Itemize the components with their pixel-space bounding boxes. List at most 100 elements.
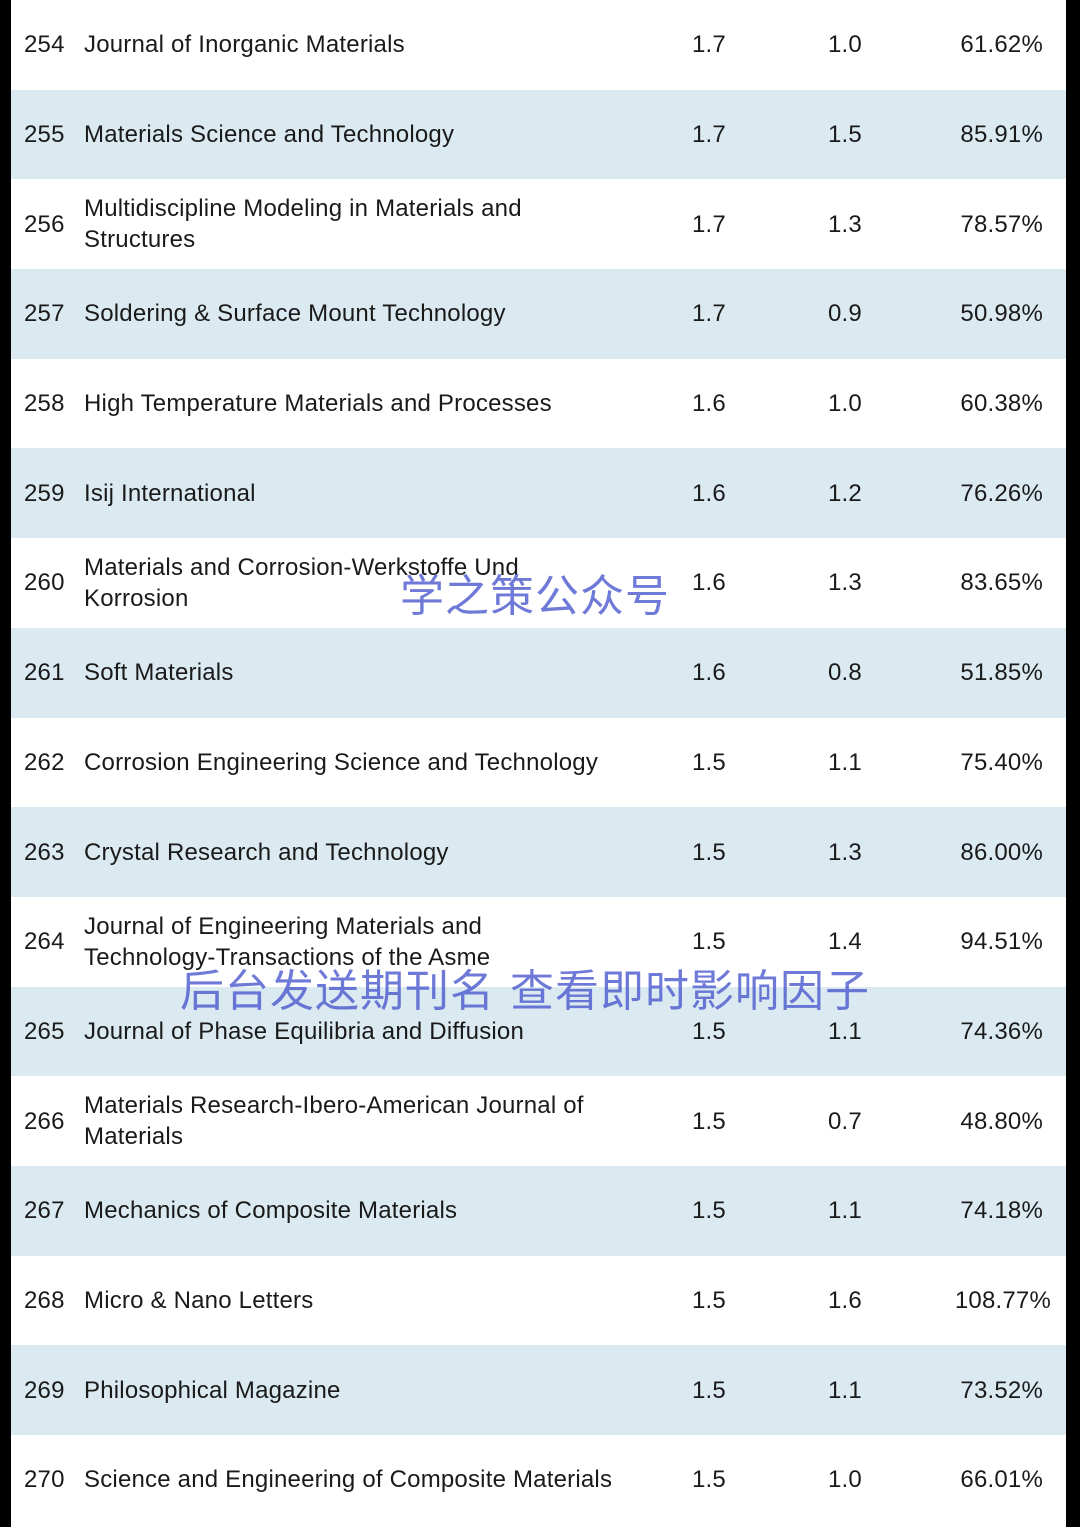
impact-factor-cell: 1.7 bbox=[692, 121, 726, 149]
percent-cell: 51.85% bbox=[960, 659, 1043, 687]
table-row: 267 Mechanics of Composite Materials 1.5… bbox=[11, 1165, 1066, 1256]
rank-cell: 266 bbox=[24, 1107, 65, 1135]
journal-name-cell: Isij International bbox=[84, 479, 256, 507]
second-value-cell: 1.0 bbox=[828, 1466, 862, 1494]
journal-table: 254 Journal of Inorganic Materials 1.7 1… bbox=[11, 0, 1066, 1525]
journal-name-cell: Materials Research-Ibero-American Journa… bbox=[84, 1092, 584, 1151]
impact-factor-cell: 1.5 bbox=[692, 1376, 726, 1404]
percent-cell: 85.91% bbox=[960, 121, 1043, 149]
percent-cell: 78.57% bbox=[960, 210, 1043, 238]
percent-cell: 61.62% bbox=[960, 31, 1043, 59]
second-value-cell: 0.8 bbox=[828, 659, 862, 687]
journal-name-cell: Mechanics of Composite Materials bbox=[84, 1197, 458, 1225]
table-row: 268 Micro & Nano Letters 1.5 1.6 108.77% bbox=[11, 1256, 1066, 1346]
rank-cell: 257 bbox=[24, 300, 65, 328]
rank-cell: 269 bbox=[24, 1376, 65, 1404]
percent-cell: 73.52% bbox=[960, 1376, 1043, 1404]
rank-cell: 265 bbox=[24, 1017, 65, 1045]
rank-cell: 254 bbox=[24, 31, 65, 59]
rank-cell: 255 bbox=[24, 121, 65, 149]
percent-cell: 86.00% bbox=[960, 838, 1043, 866]
table-row: 269 Philosophical Magazine 1.5 1.1 73.52… bbox=[11, 1345, 1066, 1435]
second-value-cell: 1.3 bbox=[828, 210, 862, 238]
journal-name-cell: Materials Science and Technology bbox=[84, 121, 455, 149]
journal-name-cell: High Temperature Materials and Processes bbox=[84, 390, 552, 418]
impact-factor-cell: 1.7 bbox=[692, 31, 726, 59]
second-value-cell: 1.5 bbox=[828, 121, 862, 149]
journal-name-cell: Journal of Phase Equilibria and Diffusio… bbox=[84, 1017, 525, 1045]
rank-cell: 268 bbox=[24, 1286, 65, 1314]
journal-name-cell: Philosophical Magazine bbox=[84, 1376, 341, 1404]
table-row: 256 Multidiscipline Modeling in Material… bbox=[11, 179, 1066, 269]
impact-factor-cell: 1.5 bbox=[692, 1286, 726, 1314]
journal-name-cell: Corrosion Engineering Science and Techno… bbox=[84, 748, 599, 776]
impact-factor-cell: 1.5 bbox=[692, 1107, 726, 1135]
impact-factor-cell: 1.6 bbox=[692, 569, 726, 597]
table-row: 265 Journal of Phase Equilibria and Diff… bbox=[11, 986, 1066, 1077]
table-row: 263 Crystal Research and Technology 1.5 … bbox=[11, 807, 1066, 897]
rank-cell: 262 bbox=[24, 748, 65, 776]
percent-cell: 66.01% bbox=[960, 1466, 1043, 1494]
percent-cell: 76.26% bbox=[960, 479, 1043, 507]
table-row: 264 Journal of Engineering Materials and… bbox=[11, 897, 1066, 987]
impact-factor-cell: 1.7 bbox=[692, 210, 726, 238]
impact-factor-cell: 1.6 bbox=[692, 659, 726, 687]
second-value-cell: 1.3 bbox=[828, 569, 862, 597]
journal-name-cell: Science and Engineering of Composite Mat… bbox=[84, 1466, 613, 1494]
second-value-cell: 1.2 bbox=[828, 479, 862, 507]
table-row: 266 Materials Research-Ibero-American Jo… bbox=[11, 1076, 1066, 1166]
rank-cell: 264 bbox=[24, 928, 65, 956]
table-row: 261 Soft Materials 1.6 0.8 51.85% bbox=[11, 627, 1066, 718]
impact-factor-cell: 1.6 bbox=[692, 479, 726, 507]
percent-cell: 48.80% bbox=[960, 1107, 1043, 1135]
rank-cell: 270 bbox=[24, 1466, 65, 1494]
journal-name-cell: Journal of Inorganic Materials bbox=[84, 31, 405, 59]
second-value-cell: 0.9 bbox=[828, 300, 862, 328]
percent-cell: 50.98% bbox=[960, 300, 1043, 328]
rank-cell: 259 bbox=[24, 479, 65, 507]
table-row: 255 Materials Science and Technology 1.7… bbox=[11, 89, 1066, 180]
percent-cell: 108.77% bbox=[954, 1286, 1051, 1314]
percent-cell: 75.40% bbox=[960, 748, 1043, 776]
percent-cell: 94.51% bbox=[960, 928, 1043, 956]
second-value-cell: 1.0 bbox=[828, 390, 862, 418]
second-value-cell: 1.4 bbox=[828, 928, 862, 956]
table-row: 270 Science and Engineering of Composite… bbox=[11, 1435, 1066, 1525]
rank-cell: 260 bbox=[24, 569, 65, 597]
rank-cell: 267 bbox=[24, 1197, 65, 1225]
second-value-cell: 1.1 bbox=[828, 1376, 862, 1404]
percent-cell: 74.18% bbox=[960, 1197, 1043, 1225]
table-row: 254 Journal of Inorganic Materials 1.7 1… bbox=[11, 0, 1066, 90]
impact-factor-cell: 1.5 bbox=[692, 928, 726, 956]
impact-factor-cell: 1.5 bbox=[692, 1017, 726, 1045]
impact-factor-cell: 1.7 bbox=[692, 300, 726, 328]
percent-cell: 60.38% bbox=[960, 390, 1043, 418]
table-row: 262 Corrosion Engineering Science and Te… bbox=[11, 718, 1066, 808]
page-border-left bbox=[0, 0, 11, 1527]
rank-cell: 256 bbox=[24, 210, 65, 238]
table-row: 260 Materials and Corrosion-Werkstoffe U… bbox=[11, 538, 1066, 628]
rank-cell: 258 bbox=[24, 390, 65, 418]
percent-cell: 74.36% bbox=[960, 1017, 1043, 1045]
percent-cell: 83.65% bbox=[960, 569, 1043, 597]
journal-name-cell: Journal of Engineering Materials and Tec… bbox=[84, 912, 491, 971]
table-row: 259 Isij International 1.6 1.2 76.26% bbox=[11, 448, 1066, 539]
impact-factor-cell: 1.5 bbox=[692, 838, 726, 866]
page-border-right bbox=[1066, 0, 1080, 1527]
table-row: 257 Soldering & Surface Mount Technology… bbox=[11, 269, 1066, 359]
journal-name-cell: Micro & Nano Letters bbox=[84, 1286, 314, 1314]
second-value-cell: 1.6 bbox=[828, 1286, 862, 1314]
impact-factor-cell: 1.5 bbox=[692, 1466, 726, 1494]
journal-name-cell: Soft Materials bbox=[84, 659, 234, 687]
table-row: 258 High Temperature Materials and Proce… bbox=[11, 359, 1066, 449]
second-value-cell: 1.3 bbox=[828, 838, 862, 866]
journal-name-cell: Materials and Corrosion-Werkstoffe Und K… bbox=[84, 553, 519, 612]
rank-cell: 261 bbox=[24, 659, 65, 687]
rank-cell: 263 bbox=[24, 838, 65, 866]
second-value-cell: 1.1 bbox=[828, 1017, 862, 1045]
impact-factor-cell: 1.5 bbox=[692, 748, 726, 776]
second-value-cell: 1.1 bbox=[828, 1197, 862, 1225]
journal-name-cell: Soldering & Surface Mount Technology bbox=[84, 300, 506, 328]
second-value-cell: 1.0 bbox=[828, 31, 862, 59]
journal-name-cell: Crystal Research and Technology bbox=[84, 838, 449, 866]
